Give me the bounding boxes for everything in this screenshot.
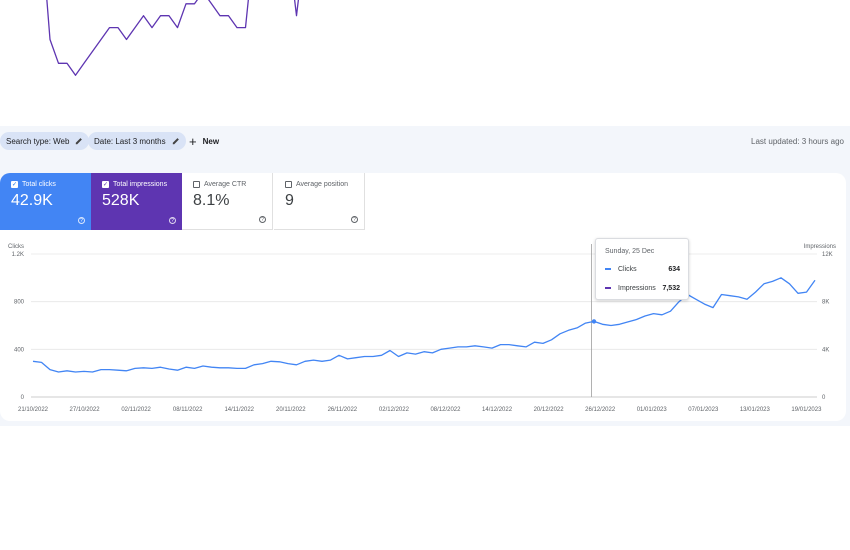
chart-tooltip: Sunday, 25 Dec Clicks 634 Impressions 7,… [595, 238, 689, 300]
x-tick-label: 14/12/2022 [482, 407, 513, 413]
metric-average-position[interactable]: Average position 9 ? [274, 173, 365, 230]
left-tick-label: 400 [14, 347, 25, 353]
metric-total-clicks[interactable]: ✓ Total clicks 42.9K ? [0, 173, 91, 230]
new-filter-label: New [202, 136, 220, 146]
plus-icon: + [189, 133, 197, 149]
tooltip-clicks-label: Clicks [618, 265, 637, 273]
metric-label: Average position [296, 181, 349, 188]
right-tick-label: 8K [822, 300, 829, 306]
left-tick-label: 800 [14, 300, 25, 306]
x-tick-label: 02/11/2022 [121, 407, 151, 413]
help-icon[interactable]: ? [259, 216, 266, 223]
help-icon[interactable]: ? [351, 216, 358, 223]
search-type-chip-label: Search type: Web [6, 136, 70, 146]
tooltip-clicks-value: 634 [668, 265, 680, 273]
tooltip-row-impressions: Impressions 7,532 [605, 283, 680, 293]
checkbox-unchecked-icon[interactable] [193, 181, 200, 188]
series-line-impressions [46, 0, 300, 76]
checkbox-checked-icon[interactable]: ✓ [11, 181, 18, 188]
metric-value: 8.1% [193, 192, 230, 209]
right-tick-label: 0 [822, 395, 826, 401]
x-tick-label: 20/12/2022 [534, 407, 565, 413]
x-tick-label: 07/01/2023 [688, 407, 719, 413]
date-range-chip-label: Date: Last 3 months [94, 136, 166, 146]
left-tick-label: 1.2K [12, 252, 24, 258]
left-tick-label: 0 [21, 395, 25, 401]
new-filter-button[interactable]: + New [189, 132, 219, 150]
x-tick-label: 20/11/2022 [276, 407, 306, 413]
metric-value: 9 [285, 192, 294, 209]
x-tick-label: 26/12/2022 [585, 407, 616, 413]
edit-icon [172, 138, 179, 145]
x-tick-label: 19/01/2023 [791, 407, 822, 413]
metric-label: Average CTR [204, 181, 247, 188]
x-tick-label: 27/10/2022 [70, 407, 101, 413]
metric-average-ctr[interactable]: Average CTR 8.1% ? [182, 173, 273, 230]
tooltip-impressions-label: Impressions [618, 284, 656, 292]
edit-icon [76, 138, 83, 145]
metric-label: Total clicks [22, 181, 56, 188]
right-axis-title: Impressions [804, 244, 836, 250]
right-tick-label: 4K [822, 347, 829, 353]
tooltip-row-clicks: Clicks 634 [605, 264, 680, 274]
metric-label: Total impressions [113, 181, 168, 188]
clicks-legend-swatch [605, 268, 611, 270]
search-type-chip[interactable]: Search type: Web [0, 132, 90, 150]
x-tick-label: 14/11/2022 [224, 407, 254, 413]
x-tick-label: 26/11/2022 [328, 407, 358, 413]
performance-card: ✓ Total clicks 42.9K ? ✓ Total impressions… [0, 173, 846, 421]
checkbox-unchecked-icon[interactable] [285, 181, 292, 188]
series-line-clicks [32, 277, 816, 373]
last-updated-text: Last updated: 3 hours ago [751, 136, 844, 146]
hover-point-clicks [591, 319, 597, 324]
x-tick-label: 13/01/2023 [740, 407, 771, 413]
metric-value: 528K [102, 192, 140, 209]
filter-toolbar: Search type: Web Date: Last 3 months + N… [0, 132, 850, 150]
tooltip-date: Sunday, 25 Dec [605, 248, 655, 255]
metric-value: 42.9K [11, 192, 53, 209]
x-tick-label: 08/11/2022 [173, 407, 203, 413]
x-tick-label: 21/10/2022 [18, 407, 49, 413]
date-range-chip[interactable]: Date: Last 3 months [88, 132, 186, 150]
help-icon[interactable]: ? [78, 217, 85, 224]
tooltip-impressions-value: 7,532 [662, 284, 680, 292]
help-icon[interactable]: ? [169, 217, 176, 224]
x-tick-label: 08/12/2022 [430, 407, 461, 413]
right-tick-label: 12K [822, 252, 833, 258]
impressions-legend-swatch [605, 287, 611, 289]
left-axis-title: Clicks [8, 244, 24, 250]
x-tick-label: 01/01/2023 [637, 407, 668, 413]
x-tick-label: 02/12/2022 [379, 407, 410, 413]
checkbox-checked-icon[interactable]: ✓ [102, 181, 109, 188]
metric-total-impressions[interactable]: ✓ Total impressions 528K ? [91, 173, 182, 230]
